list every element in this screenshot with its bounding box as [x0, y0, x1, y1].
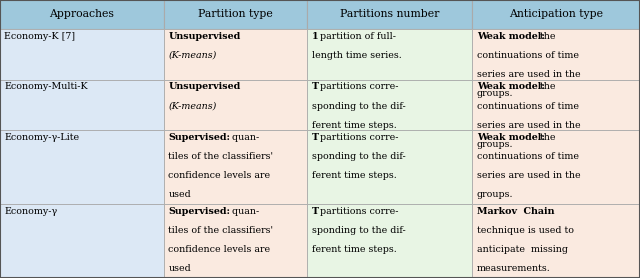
Text: used: used: [168, 190, 191, 200]
Text: continuations of time: continuations of time: [477, 152, 579, 161]
Text: sponding to the dif-: sponding to the dif-: [312, 152, 405, 161]
Text: series are used in the: series are used in the: [477, 121, 580, 130]
Text: sponding to the dif-: sponding to the dif-: [312, 226, 405, 235]
Bar: [164, 130, 307, 204]
Text: T: T: [312, 207, 319, 216]
Text: Unsupervised: Unsupervised: [168, 32, 241, 41]
Text: Approaches: Approaches: [49, 9, 115, 19]
Text: continuations of time: continuations of time: [477, 51, 579, 60]
Bar: [0, 80, 164, 130]
Text: technique is used to: technique is used to: [477, 226, 574, 235]
Text: ferent time steps.: ferent time steps.: [312, 171, 396, 180]
Text: the: the: [537, 32, 556, 41]
Bar: [307, 0, 472, 29]
Text: Partitions number: Partitions number: [340, 9, 440, 19]
Bar: [472, 29, 640, 80]
Text: tiles of the classifiers': tiles of the classifiers': [168, 152, 273, 161]
Text: (K-means): (K-means): [168, 51, 217, 60]
Text: length time series.: length time series.: [312, 51, 401, 60]
Text: groups.: groups.: [477, 140, 513, 149]
Text: T: T: [312, 133, 319, 142]
Text: used: used: [168, 264, 191, 273]
Bar: [472, 130, 640, 204]
Text: Weak model:: Weak model:: [477, 133, 545, 142]
Text: Weak model:: Weak model:: [477, 32, 545, 41]
Text: Economy-Multi-K: Economy-Multi-K: [4, 82, 88, 91]
Bar: [0, 204, 164, 278]
Text: partition of full-: partition of full-: [317, 32, 396, 41]
Text: Markov  Chain: Markov Chain: [477, 207, 554, 216]
Bar: [164, 0, 307, 29]
Text: series are used in the: series are used in the: [477, 171, 580, 180]
Text: groups.: groups.: [477, 190, 513, 200]
Bar: [472, 204, 640, 278]
Text: Economy-γ: Economy-γ: [4, 207, 58, 216]
Text: quan-: quan-: [228, 133, 259, 142]
Text: Economy-K [7]: Economy-K [7]: [4, 32, 76, 41]
Text: quan-: quan-: [228, 207, 259, 216]
Bar: [307, 130, 472, 204]
Text: (K-means): (K-means): [168, 101, 217, 111]
Text: confidence levels are: confidence levels are: [168, 171, 271, 180]
Text: Anticipation type: Anticipation type: [509, 9, 603, 19]
Bar: [0, 130, 164, 204]
Bar: [0, 29, 164, 80]
Text: 1: 1: [312, 32, 318, 41]
Text: partitions corre-: partitions corre-: [317, 133, 399, 142]
Bar: [164, 80, 307, 130]
Bar: [164, 204, 307, 278]
Text: Supervised:: Supervised:: [168, 133, 230, 142]
Text: series are used in the: series are used in the: [477, 70, 580, 79]
Bar: [307, 29, 472, 80]
Text: groups.: groups.: [477, 89, 513, 98]
Bar: [472, 0, 640, 29]
Text: anticipate  missing: anticipate missing: [477, 245, 568, 254]
Text: the: the: [537, 133, 556, 142]
Text: confidence levels are: confidence levels are: [168, 245, 271, 254]
Bar: [307, 204, 472, 278]
Text: sponding to the dif-: sponding to the dif-: [312, 101, 405, 111]
Text: Economy-γ-Lite: Economy-γ-Lite: [4, 133, 79, 142]
Bar: [0, 0, 164, 29]
Text: Supervised:: Supervised:: [168, 207, 230, 216]
Text: ferent time steps.: ferent time steps.: [312, 121, 396, 130]
Text: tiles of the classifiers': tiles of the classifiers': [168, 226, 273, 235]
Text: Partition type: Partition type: [198, 9, 273, 19]
Text: partitions corre-: partitions corre-: [317, 207, 399, 216]
Text: Weak model:: Weak model:: [477, 82, 545, 91]
Text: measurements.: measurements.: [477, 264, 550, 273]
Text: the: the: [537, 82, 556, 91]
Text: T: T: [312, 82, 319, 91]
Text: continuations of time: continuations of time: [477, 101, 579, 111]
Text: ferent time steps.: ferent time steps.: [312, 245, 396, 254]
Bar: [164, 29, 307, 80]
Text: Unsupervised: Unsupervised: [168, 82, 241, 91]
Text: partitions corre-: partitions corre-: [317, 82, 399, 91]
Bar: [307, 80, 472, 130]
Bar: [472, 80, 640, 130]
